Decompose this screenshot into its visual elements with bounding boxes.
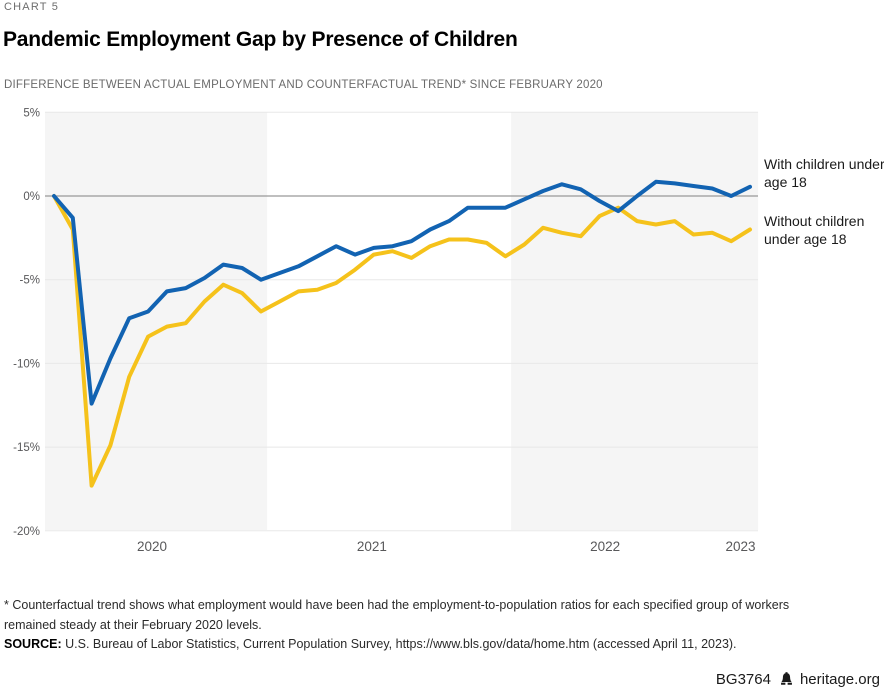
legend-without-children: Without children under age 18 bbox=[764, 213, 865, 247]
y-axis-tick-label: -10% bbox=[13, 358, 40, 370]
liberty-bell-icon bbox=[779, 672, 794, 687]
y-axis-tick-label: 5% bbox=[23, 107, 40, 119]
y-axis-tick-label: -20% bbox=[13, 526, 40, 538]
chart-subtitle: DIFFERENCE BETWEEN ACTUAL EMPLOYMENT AND… bbox=[4, 79, 603, 91]
x-axis-year-label: 2022 bbox=[590, 539, 620, 554]
legend-with-children: With children under age 18 bbox=[764, 156, 884, 190]
branding: BG3764 heritage.org bbox=[716, 671, 880, 688]
report-code: BG3764 bbox=[715, 671, 771, 688]
y-axis-tick-label: -15% bbox=[13, 442, 40, 454]
year-shading-band bbox=[511, 112, 759, 530]
footnote-block: * Counterfactual trend shows what employ… bbox=[4, 596, 840, 655]
x-axis-year-label: 2023 bbox=[726, 539, 756, 554]
y-axis-tick-label: 0% bbox=[23, 191, 40, 203]
y-axis-tick-label: -5% bbox=[20, 275, 40, 287]
x-axis-year-label: 2020 bbox=[137, 539, 167, 554]
site-name: heritage.org bbox=[799, 671, 880, 688]
with-children-line bbox=[52, 179, 752, 406]
source-label: SOURCE: bbox=[4, 637, 62, 651]
source-text: SOURCE: U.S. Bureau of Labor Statistics,… bbox=[4, 637, 737, 651]
page-title: Pandemic Employment Gap by Presence of C… bbox=[3, 28, 518, 51]
footnote-text: * Counterfactual trend shows what employ… bbox=[4, 598, 790, 632]
chart-kicker: CHART 5 bbox=[4, 1, 60, 13]
x-axis-year-label: 2021 bbox=[357, 539, 387, 554]
without-children-line bbox=[52, 194, 752, 488]
